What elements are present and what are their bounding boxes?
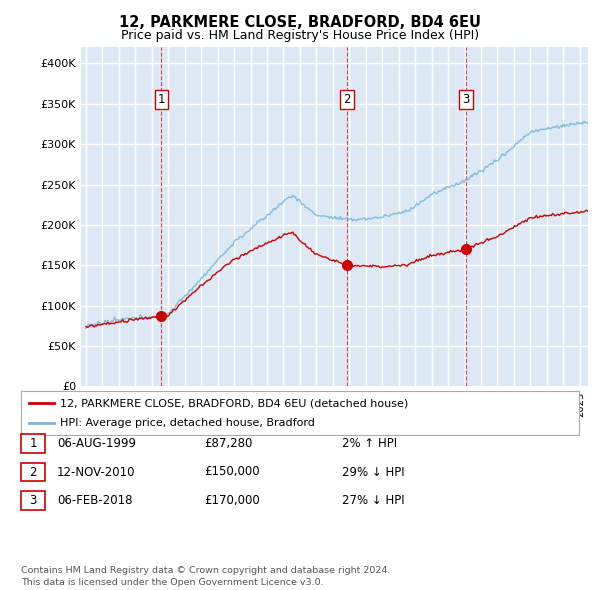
Text: 06-AUG-1999: 06-AUG-1999 (57, 437, 136, 450)
Text: 12-NOV-2010: 12-NOV-2010 (57, 466, 136, 478)
Text: 2: 2 (343, 93, 351, 106)
Text: 1: 1 (158, 93, 165, 106)
Text: 12, PARKMERE CLOSE, BRADFORD, BD4 6EU: 12, PARKMERE CLOSE, BRADFORD, BD4 6EU (119, 15, 481, 30)
Text: Contains HM Land Registry data © Crown copyright and database right 2024.
This d: Contains HM Land Registry data © Crown c… (21, 566, 391, 587)
Text: 2% ↑ HPI: 2% ↑ HPI (342, 437, 397, 450)
Text: 12, PARKMERE CLOSE, BRADFORD, BD4 6EU (detached house): 12, PARKMERE CLOSE, BRADFORD, BD4 6EU (d… (60, 398, 409, 408)
Text: 3: 3 (463, 93, 470, 106)
Text: 3: 3 (29, 494, 37, 507)
Text: £170,000: £170,000 (204, 494, 260, 507)
Text: 27% ↓ HPI: 27% ↓ HPI (342, 494, 404, 507)
Text: HPI: Average price, detached house, Bradford: HPI: Average price, detached house, Brad… (60, 418, 315, 428)
Text: 06-FEB-2018: 06-FEB-2018 (57, 494, 133, 507)
Text: 2: 2 (29, 466, 37, 478)
Text: £150,000: £150,000 (204, 466, 260, 478)
Text: 1: 1 (29, 437, 37, 450)
Text: 29% ↓ HPI: 29% ↓ HPI (342, 466, 404, 478)
Text: Price paid vs. HM Land Registry's House Price Index (HPI): Price paid vs. HM Land Registry's House … (121, 29, 479, 42)
Text: £87,280: £87,280 (204, 437, 253, 450)
